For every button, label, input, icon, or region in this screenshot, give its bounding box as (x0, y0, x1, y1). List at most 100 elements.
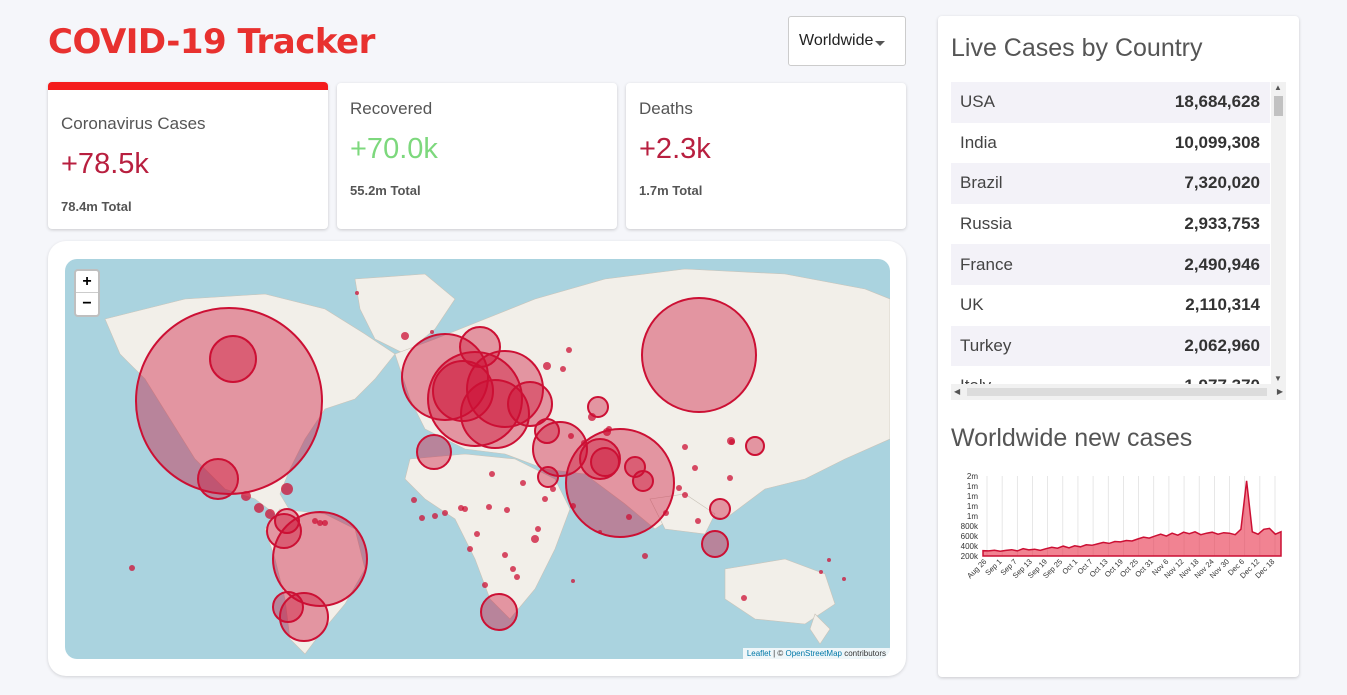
country-cases: 10,099,308 (1174, 132, 1260, 152)
scroll-down-icon[interactable]: ▼ (1274, 374, 1282, 383)
circle-usa (135, 307, 323, 495)
world-map[interactable]: + − (65, 259, 890, 659)
map-card: + − (48, 241, 906, 676)
scroll-up-icon[interactable]: ▲ (1274, 83, 1282, 92)
circle-peru (274, 508, 300, 534)
stat-label: Recovered (350, 99, 433, 118)
country-cases: 7,320,020 (1184, 173, 1260, 193)
osm-link[interactable]: OpenStreetMap (785, 649, 842, 658)
y-tick-label: 400k (961, 542, 979, 551)
table-row[interactable]: India 10,099,308 (951, 123, 1270, 164)
country-name: India (960, 132, 997, 152)
stat-today: +78.5k (61, 148, 149, 180)
country-cases: 2,933,753 (1184, 214, 1260, 234)
stat-today: +70.0k (350, 133, 438, 165)
series-area (982, 480, 1282, 557)
case-circles (135, 297, 765, 642)
circle-germany (466, 350, 544, 428)
app-title: COVID-19 Tracker (48, 22, 375, 62)
circle-iraq (590, 447, 620, 477)
circle-kazakhstan (587, 396, 609, 418)
circle-philippines (709, 498, 731, 520)
stat-total: 55.2m Total (350, 183, 421, 198)
table-row[interactable]: UK 2,110,314 (951, 285, 1270, 326)
chevron-down-icon (875, 40, 886, 46)
country-cases: 2,490,946 (1184, 254, 1260, 274)
right-sidebar: Live Cases by Country USA 18,684,628 India… (938, 16, 1299, 677)
table-row[interactable]: Russia 2,933,753 (951, 204, 1270, 245)
zoom-control: + − (74, 269, 100, 317)
circle-france (427, 351, 523, 447)
horizontal-scrollbar[interactable]: ◀ ▶ (951, 384, 1286, 400)
stat-total: 78.4m Total (61, 199, 132, 214)
country-name: France (960, 254, 1013, 274)
country-cases: 18,684,628 (1174, 92, 1260, 112)
y-tick-label: 800k (961, 522, 979, 531)
y-tick-label: 600k (961, 532, 979, 541)
live-cases-table[interactable]: USA 18,684,628 India 10,099,308 Brazil 7,320,… (951, 82, 1286, 400)
new-cases-title: Worldwide new cases (951, 424, 1193, 452)
stat-today: +2.3k (639, 133, 711, 165)
circle-argentina (279, 592, 329, 642)
circle-italy (460, 379, 530, 449)
country-name: USA (960, 92, 995, 112)
attribution-tail: contributors (841, 649, 886, 658)
circle-south-africa (480, 593, 518, 631)
country-name: Turkey (960, 335, 1012, 355)
y-tick-label: 1m (967, 482, 978, 491)
stat-card-deaths[interactable]: Deaths +2.3k 1.7m Total (626, 83, 906, 229)
scroll-thumb-h[interactable] (967, 388, 1267, 396)
attribution-separator: | © (770, 649, 786, 658)
circle-indonesia (701, 530, 729, 558)
circle-brazil (272, 511, 368, 607)
zoom-in-button[interactable]: + (76, 271, 98, 293)
country-name: UK (960, 295, 984, 315)
y-tick-label: 2m (967, 472, 978, 481)
live-cases-rows: USA 18,684,628 India 10,099,308 Brazil 7,320,… (951, 82, 1286, 400)
scroll-left-icon[interactable]: ◀ (954, 387, 961, 396)
leaflet-link[interactable]: Leaflet (746, 649, 771, 658)
circle-ukraine (534, 418, 560, 444)
stat-label: Coronavirus Cases (61, 114, 206, 133)
zoom-out-button[interactable]: − (82, 295, 92, 312)
table-row[interactable]: Turkey 2,062,960 (951, 325, 1270, 367)
country-cases: 2,110,314 (1185, 295, 1260, 315)
y-tick-label: 200k (961, 552, 979, 561)
y-tick-label: 1m (967, 512, 978, 521)
circle-poland (507, 381, 553, 427)
country-name: Russia (960, 214, 1012, 234)
circle-morocco (416, 434, 452, 470)
country-cases: 2,062,960 (1184, 335, 1260, 355)
table-row[interactable]: Brazil 7,320,020 (951, 163, 1270, 204)
land-masses (104, 268, 890, 655)
country-select[interactable]: Worldwide (788, 16, 906, 66)
map-canvas (104, 268, 890, 655)
table-row[interactable]: France 2,490,946 (951, 244, 1270, 285)
vertical-scrollbar[interactable]: ▲ ▼ (1271, 82, 1286, 384)
country-name: Brazil (960, 173, 1003, 193)
stat-card-cases[interactable]: Coronavirus Cases +78.5k 78.4m Total (48, 82, 328, 229)
circle-pakistan (624, 456, 646, 478)
circle-japan (745, 436, 765, 456)
table-row[interactable]: USA 18,684,628 (951, 82, 1270, 123)
scroll-right-icon[interactable]: ▶ (1276, 387, 1283, 396)
circle-europe-uk (401, 333, 489, 421)
y-tick-label: 1m (967, 492, 978, 501)
scroll-thumb[interactable] (1274, 96, 1283, 116)
x-tick-label: Oct 1 (1060, 557, 1079, 576)
circle-russia (641, 297, 757, 413)
circle-canada (209, 335, 257, 383)
map-attribution: Leaflet | © OpenStreetMap contributors (742, 648, 890, 659)
y-tick-label: 1m (967, 502, 978, 511)
small-case-circles (129, 291, 846, 601)
country-select-value: Worldwide (799, 32, 874, 49)
live-cases-title: Live Cases by Country (951, 34, 1203, 62)
stat-total: 1.7m Total (639, 183, 703, 198)
circle-spain (432, 360, 494, 422)
circle-saudi (537, 466, 559, 488)
stat-card-recovered[interactable]: Recovered +70.0k 55.2m Total (337, 83, 617, 229)
circle-mexico (197, 458, 239, 500)
